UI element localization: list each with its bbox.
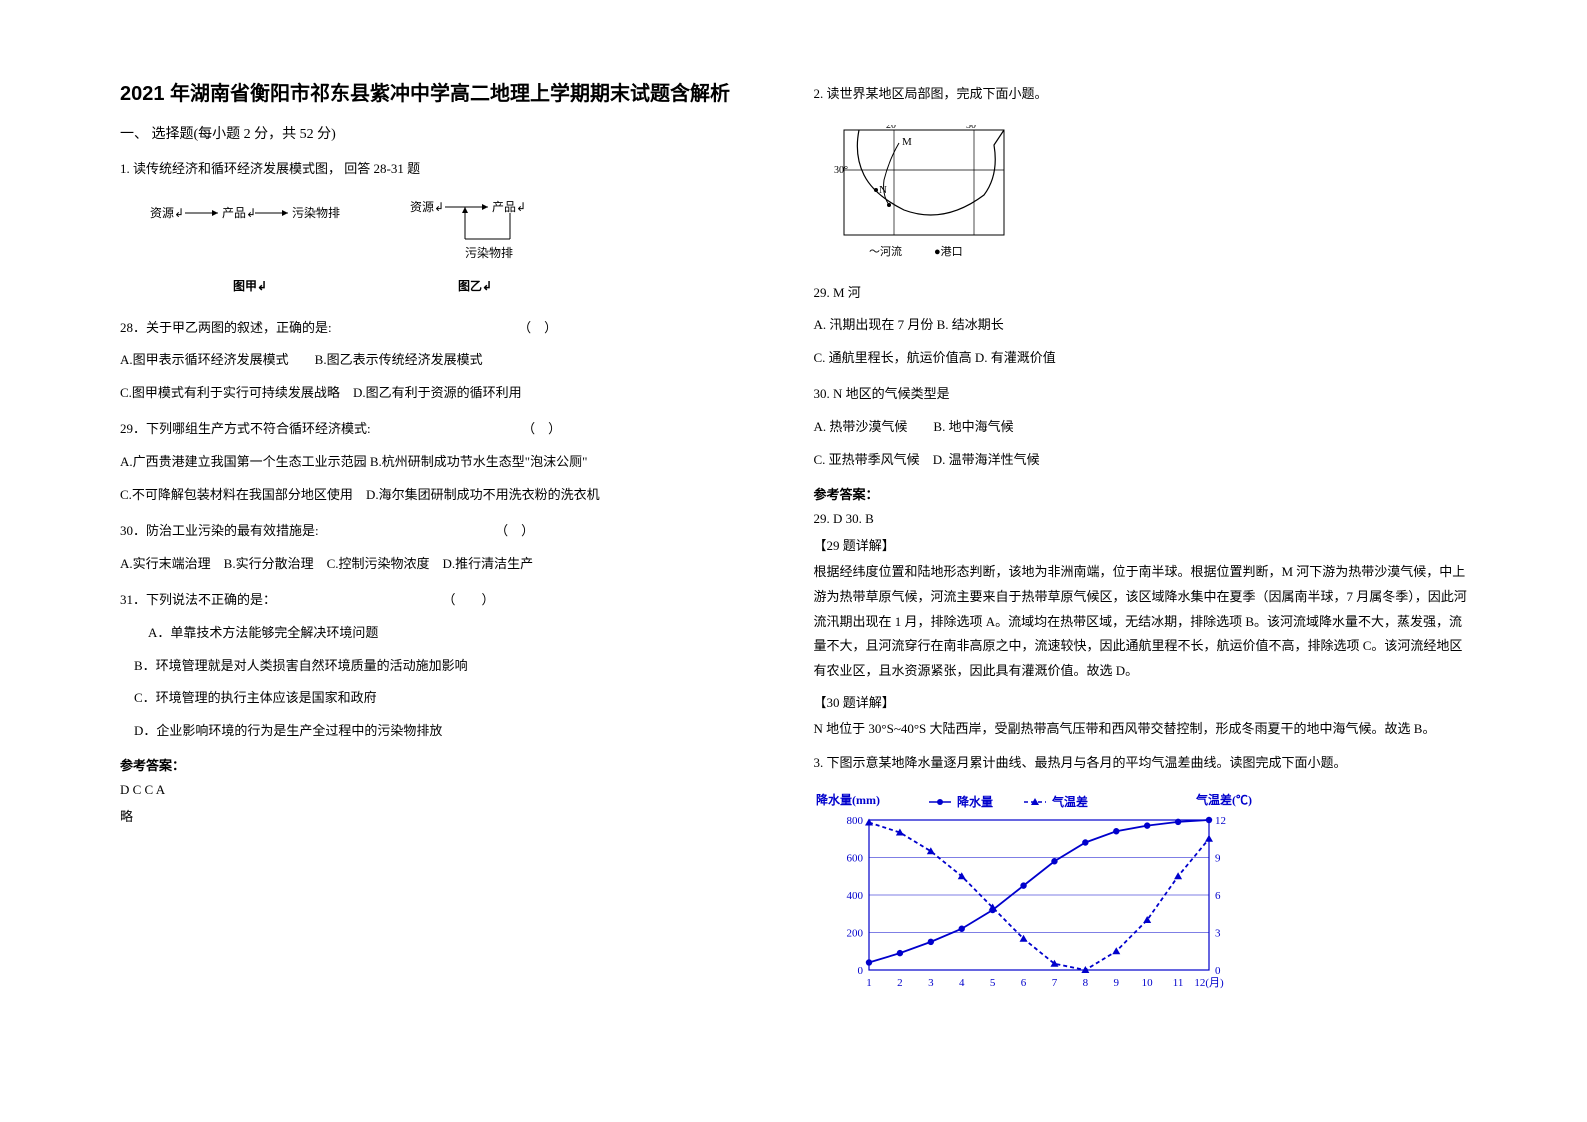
q29-stem: 29．下列哪组生产方式不符合循环经济模式: （ ） [120,415,774,444]
exam-title: 2021 年湖南省衡阳市祁东县紫冲中学高二地理上学期期末试题含解析 [120,80,774,108]
q31-optC: C．环境管理的执行主体应该是国家和政府 [120,684,774,713]
svg-text:M: M [902,136,912,148]
svg-text:0: 0 [857,965,863,977]
q31-stem: 31．下列说法不正确的是： （ ） [120,586,774,615]
svg-text:800: 800 [846,815,863,827]
svg-text:降水量(mm): 降水量(mm) [816,792,880,807]
q30b-opts-cd: C. 亚热带季风气候 D. 温带海洋性气候 [814,446,1468,475]
svg-text:产品↲: 产品↲ [492,200,526,214]
q3-intro: 3. 下图示意某地降水量逐月累计曲线、最热月与各月的平均气温差曲线。读图完成下面… [814,749,1468,778]
svg-text:8: 8 [1082,977,1088,989]
svg-text:1: 1 [866,977,872,989]
explain30-body: N 地位于 30°S~40°S 大陆西岸，受副热带高气压带和西风带交替控制，形成… [814,717,1468,742]
svg-text:400: 400 [846,890,863,902]
svg-text:污染物排: 污染物排 [292,205,340,220]
diagram-jia-svg: 资源↲ 产品↲ 污染物排 [150,199,350,229]
svg-text:资源↲: 资源↲ [410,200,444,214]
diagram-jia-label: 图甲↲ [233,277,267,294]
q30b-opts-ab: A. 热带沙漠气候 B. 地中海气候 [814,413,1468,442]
svg-text:600: 600 [846,852,863,864]
q28-stem: 28．关于甲乙两图的叙述，正确的是: （ ） [120,314,774,343]
svg-text:7: 7 [1051,977,1057,989]
diagram-yi-label: 图乙↲ [458,277,492,294]
diagram-row: 资源↲ 产品↲ 污染物排 图甲↲ 资源↲ 产品↲ 污染物排 [150,199,774,294]
q30-opts: A.实行末端治理 B.实行分散治理 C.控制污染物浓度 D.推行清洁生产 [120,550,774,579]
svg-text:2: 2 [897,977,903,989]
svg-text:10: 10 [1141,977,1153,989]
answer1-head: 参考答案： [120,755,774,774]
svg-text:产品↲: 产品↲ [222,206,256,220]
svg-text:4: 4 [958,977,964,989]
q1-intro: 1. 读传统经济和循环经济发展模式图， 回答 28-31 题 [120,155,774,184]
svg-text:6: 6 [1020,977,1026,989]
q29-opts-cd: C.不可降解包装材料在我国部分地区使用 D.海尔集团研制成功不用洗衣粉的洗衣机 [120,481,774,510]
svg-text:9: 9 [1113,977,1119,989]
q2-intro: 2. 读世界某地区局部图，完成下面小题。 [814,80,1468,109]
svg-text:12: 12 [1215,815,1226,827]
q31-optB: B．环境管理就是对人类损害自然环境质量的活动施加影响 [120,652,774,681]
explain30-head: 【30 题详解】 [814,692,1468,711]
q31-optA: A．单靠技术方法能够完全解决环境问题 [120,619,774,648]
svg-text:30°: 30° [966,125,980,131]
q28-opts-cd: C.图甲模式有利于实行可持续发展战略 D.图乙有利于资源的循环利用 [120,379,774,408]
svg-text:30°: 30° [834,165,848,176]
svg-text:污染物排: 污染物排 [465,245,513,260]
svg-text:降水量: 降水量 [957,794,993,809]
svg-text:～河流: ～河流 [869,244,902,258]
q29-opts-ab: A.广西贵港建立我国第一个生态工业示范园 B.杭州研制成功节水生态型"泡沫公厕" [120,448,774,477]
svg-text:20°: 20° [886,125,900,131]
svg-text:资源↲: 资源↲ [150,206,184,220]
svg-text:6: 6 [1215,890,1221,902]
answer1: D C C A [120,782,774,798]
svg-text:200: 200 [846,927,863,939]
answer1-note: 略 [120,806,774,825]
q29b-opts-cd: C. 通航里程长，航运价值高 D. 有灌溉价值 [814,344,1468,373]
svg-text:11: 11 [1172,977,1183,989]
answer2: 29. D 30. B [814,511,1468,527]
svg-text:5: 5 [989,977,995,989]
svg-text:3: 3 [1215,927,1221,939]
svg-text:气温差: 气温差 [1051,794,1088,809]
q29b-opts-ab: A. 汛期出现在 7 月份 B. 结冰期长 [814,311,1468,340]
diagram-yi: 资源↲ 产品↲ 污染物排 图乙↲ [410,199,540,294]
climate-chart: 0200400600800036912123456789101112(月)降水量… [814,790,1254,995]
q28-opts-ab: A.图甲表示循环经济发展模式 B.图乙表示传统经济发展模式 [120,346,774,375]
section-heading: 一、 选择题(每小题 2 分，共 52 分) [120,123,774,143]
q29b-stem: 29. M 河 [814,279,1468,308]
answer2-head: 参考答案： [814,484,1468,503]
q30b-stem: 30. N 地区的气候类型是 [814,380,1468,409]
svg-text:N: N [879,184,887,196]
svg-text:3: 3 [928,977,934,989]
q31-optD: D．企业影响环境的行为是生产全过程中的污染物排放 [120,717,774,746]
diagram-jia: 资源↲ 产品↲ 污染物排 图甲↲ [150,199,350,294]
svg-text:●港口: ●港口 [934,245,963,258]
svg-text:9: 9 [1215,852,1221,864]
q30-stem: 30．防治工业污染的最有效措施是: （ ） [120,517,774,546]
svg-text:0: 0 [1215,965,1221,977]
svg-text:12(月): 12(月) [1194,977,1224,989]
explain29-body: 根据经纬度位置和陆地形态判断，该地为非洲南端，位于南半球。根据位置判断，M 河下… [814,560,1468,683]
explain29-head: 【29 题详解】 [814,535,1468,554]
svg-text:气温差(℃): 气温差(℃) [1195,792,1252,807]
map-svg: 20° 30° 30° M N ～河流 ●港口 [834,125,1024,265]
diagram-yi-svg: 资源↲ 产品↲ 污染物排 [410,199,540,269]
